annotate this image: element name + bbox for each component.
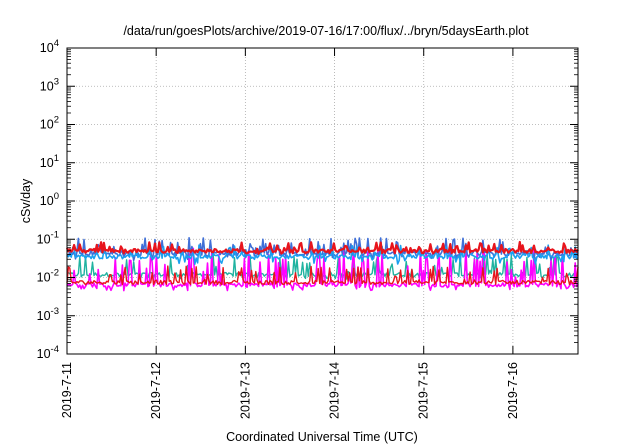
x-tick-label: 2019-7-13 [238,362,252,419]
y-tick-label: 10-2 [37,268,59,285]
series-line [66,244,579,266]
chart-title: /data/run/goesPlots/archive/2019-07-16/1… [123,24,529,38]
x-tick-label: 2019-7-11 [60,362,74,418]
x-tick-label: 2019-7-16 [506,362,520,419]
series-line [67,237,579,262]
series-group [65,237,579,292]
x-tick-label: 2019-7-15 [417,362,431,419]
y-tick-label: 100 [40,191,59,208]
y-tick-label: 101 [40,153,59,170]
grid-lines [66,48,578,354]
y-tick-label: 10-3 [37,306,59,323]
x-tick-label: 2019-7-12 [149,362,163,419]
tick-marks [66,47,578,355]
y-axis-label: cSv/day [19,178,33,223]
y-tick-label: 104 [40,38,59,55]
y-tick-label: 10-1 [37,229,59,246]
y-tick-labels: 10-4 10-3 10-2 10-1 100 101 102 103 104 [37,38,59,361]
y-tick-label: 102 [40,115,59,132]
series-line [65,240,579,255]
series-line [66,265,579,286]
x-tick-label: 2019-7-14 [328,362,342,419]
y-tick-label: 10-4 [37,344,59,361]
y-tick-label: 103 [40,76,59,93]
x-tick-labels: 2019-7-11 2019-7-12 2019-7-13 2019-7-14 2019… [60,362,520,419]
x-axis-label: Coordinated Universal Time (UTC) [226,430,418,444]
